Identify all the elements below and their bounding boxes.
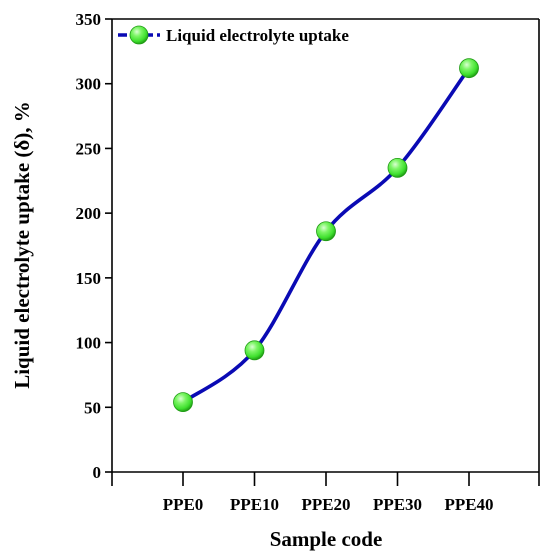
x-axis-title: Sample code	[270, 527, 383, 551]
x-tick-label: PPE40	[444, 495, 493, 514]
plot-area: 0 50 100 150 200 250 300 350 PPE0 PPE10 PPE20 PPE3…	[76, 10, 540, 514]
x-tick-label: PPE0	[163, 495, 204, 514]
legend: Liquid electrolyte uptake	[118, 25, 349, 45]
data-point-ppe30	[387, 157, 408, 178]
y-tick-label: 150	[76, 269, 102, 288]
y-tick-label: 50	[84, 398, 101, 417]
y-tick-label: 200	[76, 204, 102, 223]
series-markers	[173, 58, 479, 413]
x-tick-label: PPE10	[230, 495, 279, 514]
data-point-ppe10	[244, 340, 265, 361]
data-point-ppe40	[459, 58, 479, 79]
data-point-ppe0	[173, 392, 193, 413]
y-tick-label: 350	[76, 10, 102, 29]
y-tick-label: 250	[76, 139, 102, 158]
y-tick-label: 100	[76, 334, 102, 353]
y-axis-title: Liquid electrolyte uptake (δ), %	[10, 101, 34, 389]
y-axis-ticks: 0 50 100 150 200 250 300 350	[76, 10, 112, 482]
x-axis-ticks: PPE0 PPE10 PPE20 PPE30 PPE40	[111, 472, 540, 514]
legend-marker-swatch	[129, 25, 149, 45]
data-point-ppe20	[316, 221, 336, 242]
y-tick-label: 300	[76, 75, 102, 94]
legend-label: Liquid electrolyte uptake	[166, 26, 349, 45]
x-tick-label: PPE20	[301, 495, 350, 514]
y-tick-label: 0	[93, 463, 102, 482]
x-tick-label: PPE30	[373, 495, 422, 514]
